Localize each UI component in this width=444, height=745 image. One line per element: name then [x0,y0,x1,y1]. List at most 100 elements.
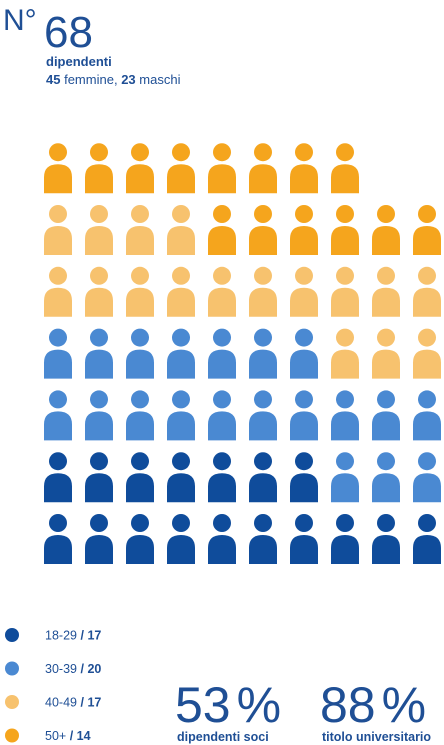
person-body [290,473,318,503]
person-body [249,164,277,194]
person-body [290,535,318,564]
person-head [90,514,108,532]
person-icon [249,390,277,441]
person-body [208,164,236,194]
person-body [208,226,236,255]
person-icon [167,452,195,503]
legend: 18-29 / 17 30-39 / 20 40-49 / 17 50+ / 14 [5,628,101,743]
person-body [290,226,318,255]
person-head [295,205,313,223]
person-icon [126,328,154,379]
person-head [213,328,231,347]
person-head [295,452,313,471]
person-body [85,473,113,503]
stat-value: 88% [320,677,426,733]
person-head [90,390,108,409]
person-icon [208,143,236,194]
person-head [172,514,190,532]
person-icon [249,266,277,317]
person-head [418,514,436,532]
person-body [167,226,195,255]
person-head [49,266,67,285]
person-head [131,452,149,471]
legend-entry: 50+ / 14 [45,729,91,743]
person-head [131,266,149,285]
person-body [331,411,359,441]
person-head [213,452,231,471]
person-icon [331,266,359,317]
person-head [295,514,313,532]
legend-label: 18-29 [45,629,77,643]
person-head [295,328,313,347]
person-icon [249,328,277,379]
person-icon [167,205,195,255]
person-icon [249,205,277,255]
person-body [372,411,400,441]
person-icon [372,514,400,564]
person-head [336,328,354,347]
person-body [290,164,318,194]
person-icon [126,266,154,317]
person-head [49,143,67,162]
legend-count: 14 [77,729,91,743]
person-head [172,328,190,347]
person-icon [126,143,154,194]
person-head [254,390,272,409]
person-body [85,411,113,441]
legend-dot [5,728,19,743]
person-head [336,452,354,471]
employee-label: dipendenti [46,54,112,69]
person-head [213,143,231,162]
person-head [418,328,436,347]
person-body [413,226,441,255]
person-body [249,349,277,379]
person-icon [413,514,441,564]
person-icon [290,205,318,255]
person-body [85,535,113,564]
person-icon [44,328,72,379]
person-head [172,390,190,409]
person-icon [167,390,195,441]
legend-count: 17 [87,696,101,710]
icon-grid [44,143,441,564]
person-icon [208,266,236,317]
person-body [331,535,359,564]
person-body [413,349,441,379]
person-icon [290,266,318,317]
person-icon [44,266,72,317]
person-body [249,535,277,564]
person-body [126,411,154,441]
person-body [249,226,277,255]
person-body [167,349,195,379]
person-body [331,473,359,503]
person-icon [249,514,277,564]
person-icon [85,266,113,317]
person-head [213,205,231,223]
legend-label: 30-39 [45,662,77,676]
person-icon [85,452,113,503]
person-head [295,390,313,409]
stat-label: titolo universitario [322,730,431,744]
person-head [131,143,149,162]
person-icon [372,390,400,441]
person-body [126,164,154,194]
person-head [336,266,354,285]
person-head [418,390,436,409]
person-body [85,164,113,194]
person-head [131,205,149,223]
person-body [208,349,236,379]
women-count: 45 [46,72,60,87]
person-body [372,226,400,255]
person-head [336,143,354,162]
person-body [126,473,154,503]
person-icon [290,452,318,503]
person-body [372,473,400,503]
legend-entry: 18-29 / 17 [45,629,101,643]
person-body [85,349,113,379]
person-head [377,514,395,532]
person-icon [208,328,236,379]
person-icon [372,205,400,255]
person-head [49,390,67,409]
person-icon [167,328,195,379]
person-body [44,535,72,564]
